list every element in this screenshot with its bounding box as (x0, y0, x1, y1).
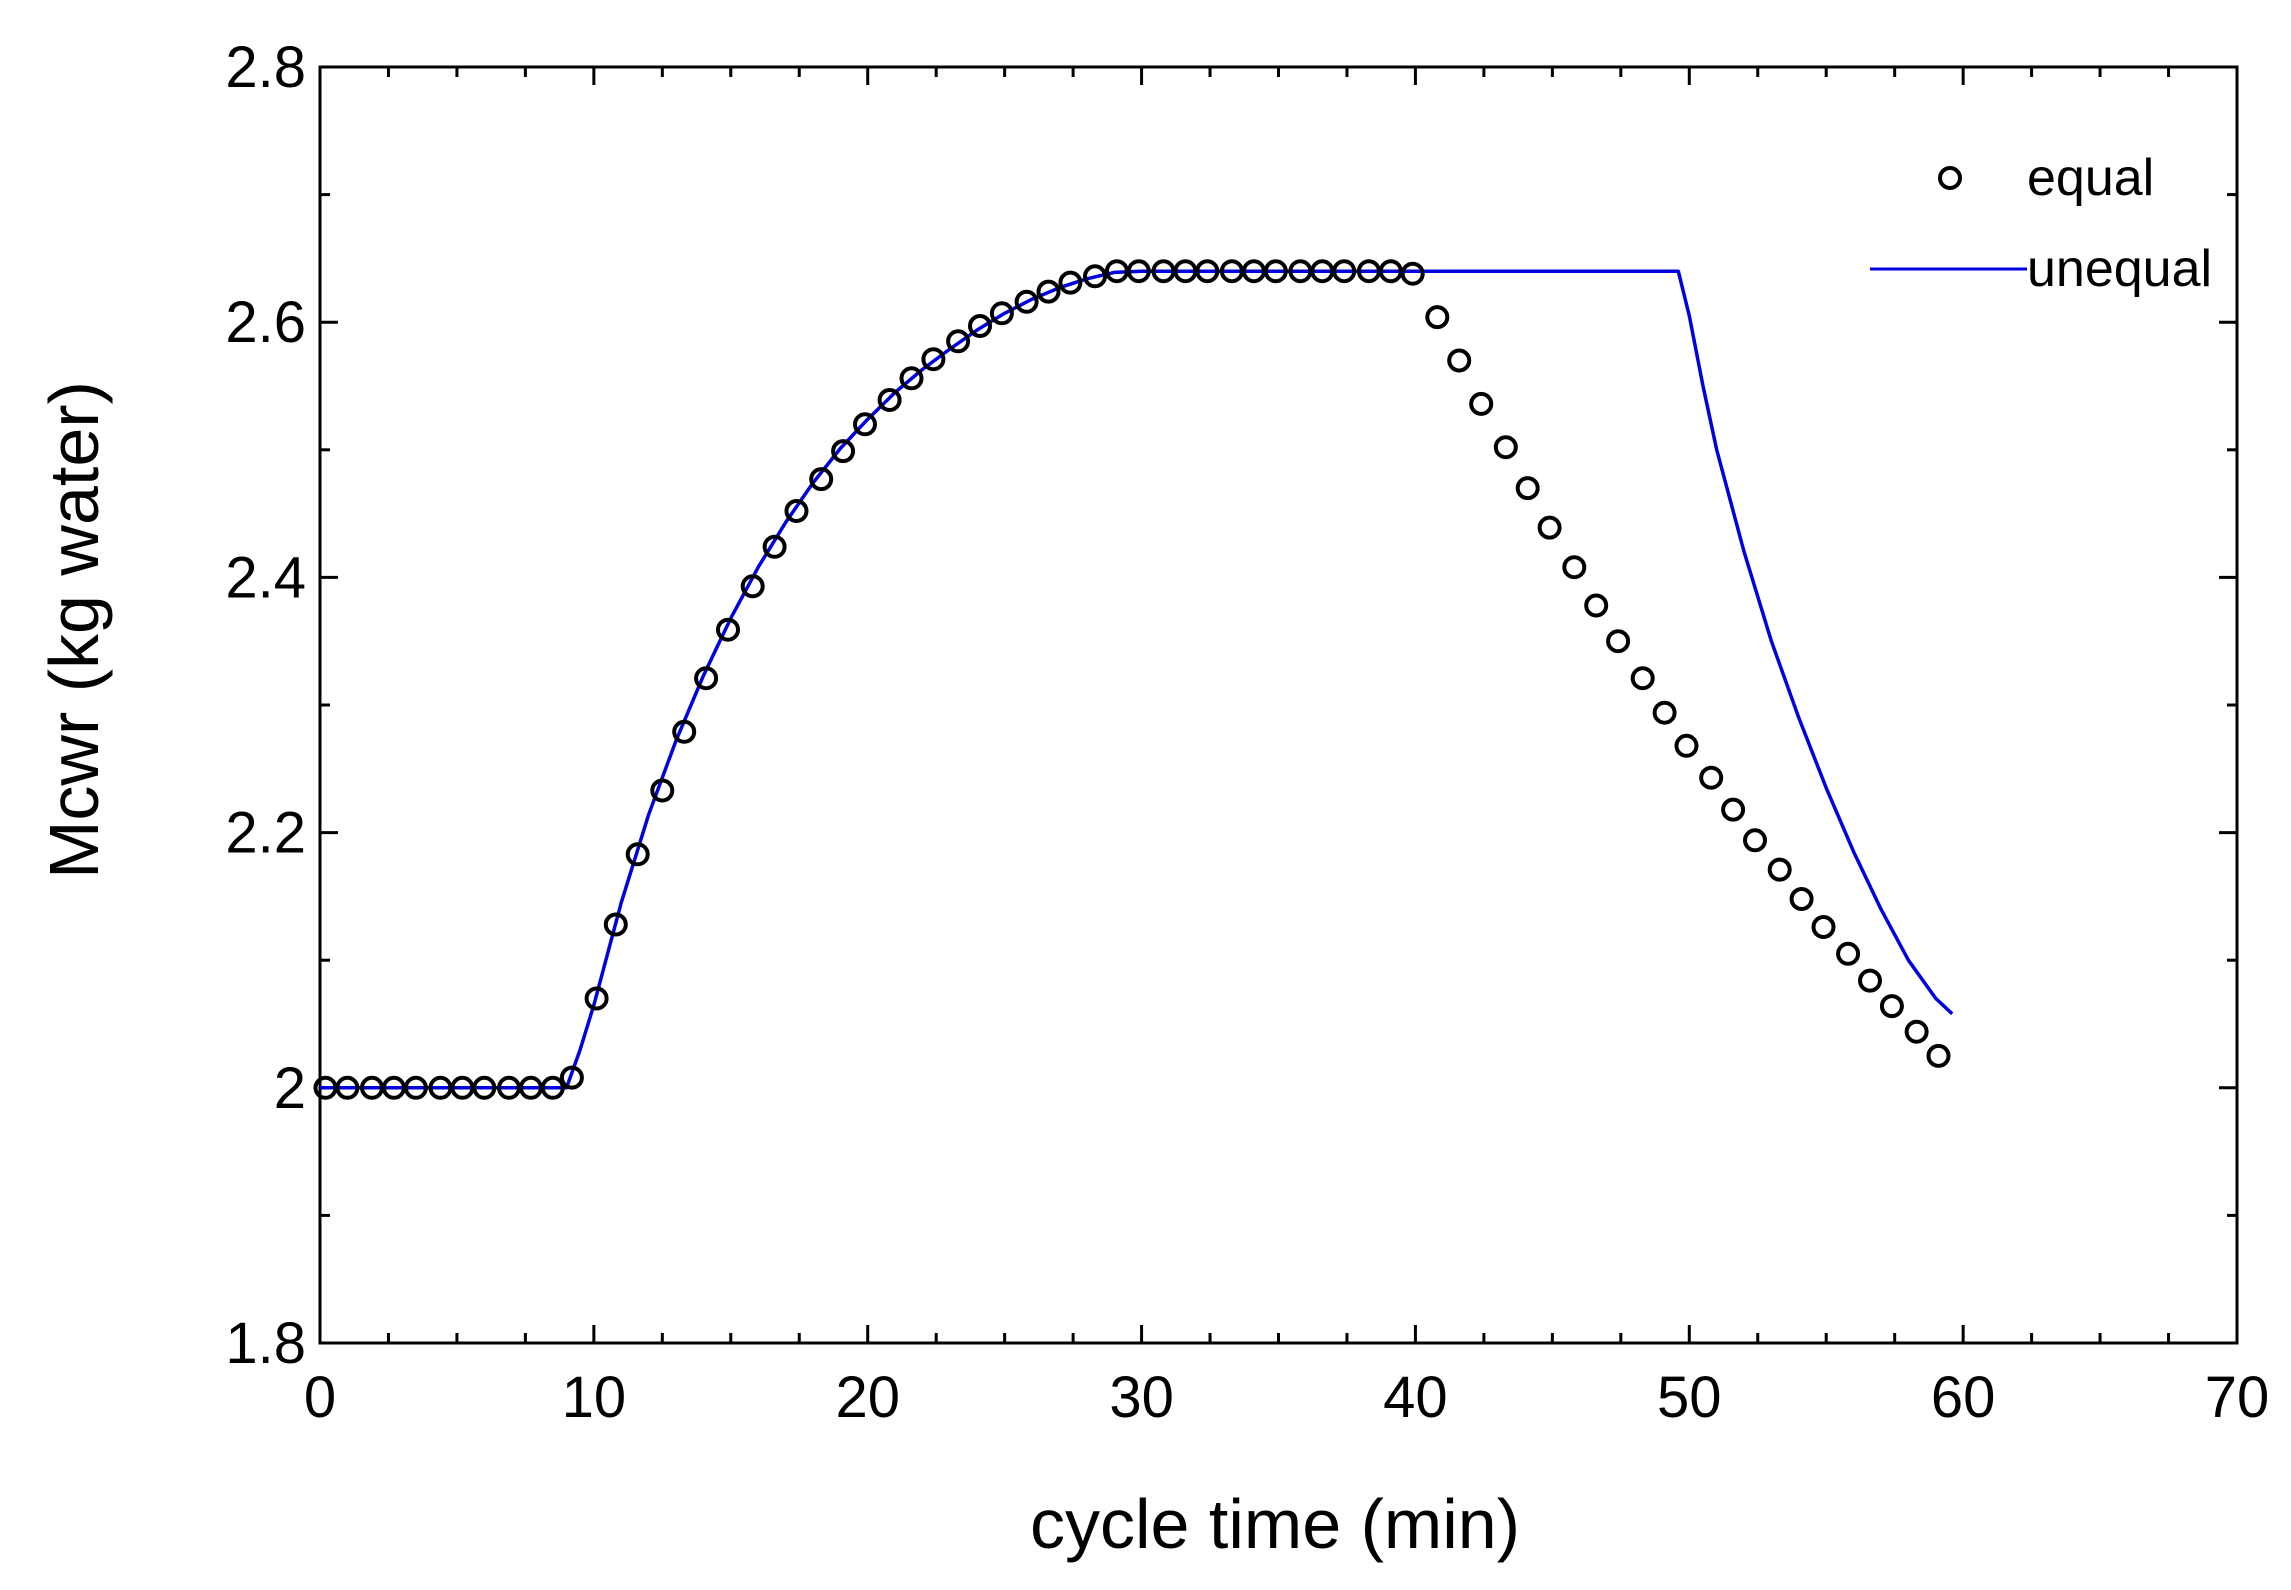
plot-area (318, 65, 2239, 1345)
data-point-equal (1036, 279, 1061, 304)
x-tick-label: 60 (1931, 1365, 1996, 1430)
y-tick-label: 2.6 (225, 290, 306, 355)
legend-label-equal: equal (2027, 149, 2154, 207)
x-tick-label: 10 (562, 1365, 627, 1430)
data-point-equal (335, 1075, 360, 1100)
y-tick-label: 1.8 (225, 1311, 306, 1376)
data-point-equal (559, 1065, 584, 1090)
data-point-equal (1767, 857, 1792, 882)
data-point-equal (603, 912, 628, 937)
y-tick-label: 2.4 (225, 545, 306, 610)
data-point-equal (1469, 391, 1494, 416)
data-point-equal (625, 842, 650, 867)
data-point-equal (672, 719, 697, 744)
data-point-equal (1083, 264, 1107, 289)
data-point-equal (1447, 348, 1472, 373)
x-tick-label: 40 (1383, 1365, 1448, 1430)
x-tick-label: 30 (1109, 1365, 1174, 1430)
legend-label-unequal: unequal (2027, 240, 2212, 298)
data-point-equal (1332, 259, 1357, 284)
data-point-equal (740, 574, 765, 599)
data-point-equal (899, 366, 924, 391)
data-point-equal (1378, 259, 1403, 284)
data-point-equal (921, 347, 946, 372)
data-point-equal (1195, 259, 1220, 284)
data-point-equal (762, 534, 787, 559)
y-axis-title: Mcwr (kg water) (35, 381, 113, 879)
data-point-equal (472, 1075, 497, 1100)
data-point-equal (1699, 765, 1724, 790)
x-tick-label: 70 (2205, 1365, 2270, 1430)
data-point-equal (989, 301, 1014, 326)
legend: equal unequal (1870, 149, 2212, 298)
data-point-equal (1562, 555, 1587, 580)
x-tick-label: 50 (1657, 1365, 1722, 1430)
x-tick-label: 20 (835, 1365, 900, 1430)
data-point-equal (1263, 259, 1288, 284)
data-point-equal (1836, 941, 1861, 966)
data-point-equal (784, 499, 809, 523)
data-point-equal (853, 412, 877, 437)
data-point-equal (1425, 305, 1450, 330)
data-point-equal (1606, 629, 1631, 654)
y-tick-label: 2 (274, 1056, 306, 1121)
series-line-unequal (320, 269, 1954, 1090)
data-point-equal (1126, 259, 1151, 284)
data-point-equal (1858, 968, 1882, 993)
data-point-equal (1811, 915, 1836, 939)
data-point-equal (1743, 828, 1767, 853)
data-point-equal (1493, 435, 1518, 460)
data-point-equal (694, 666, 719, 691)
data-point-equal (1400, 261, 1425, 286)
plot-frame (318, 65, 2239, 1345)
data-point-equal (1630, 666, 1655, 691)
data-point-equal (968, 314, 992, 338)
data-point-equal (540, 1075, 565, 1100)
data-point-equal (1789, 887, 1814, 911)
data-point-equal (1904, 1019, 1929, 1044)
data-point-equal (1058, 270, 1083, 295)
data-point-equal (1879, 994, 1904, 1019)
data-point-equal (1014, 289, 1039, 314)
x-axis: 0 10 20 30 40 50 60 70 (304, 67, 2269, 1430)
data-point-equal (403, 1075, 428, 1100)
y-tick-label: 2.8 (225, 35, 306, 100)
data-point-equal (877, 388, 902, 412)
data-point-equal (831, 439, 856, 464)
x-tick-label: 0 (304, 1365, 336, 1430)
data-point-equal (1652, 700, 1677, 725)
y-axis: 1.8 2 2.2 2.4 2.6 2.8 (225, 35, 2237, 1376)
data-point-equal (1926, 1043, 1951, 1068)
data-point-equal (584, 986, 609, 1011)
legend-marker-equal (1938, 166, 1962, 190)
data-point-equal (716, 617, 740, 642)
data-point-equal (1584, 593, 1609, 618)
y-tick-label: 2.2 (225, 801, 306, 866)
data-point-equal (1537, 515, 1562, 540)
data-point-equal (809, 467, 834, 492)
x-axis-title: cycle time (min) (1030, 1485, 1520, 1563)
data-point-equal (1515, 476, 1540, 501)
data-point-equal (946, 329, 971, 354)
series-layer (313, 259, 1954, 1100)
data-point-equal (1674, 733, 1699, 758)
data-point-equal (1721, 797, 1746, 822)
data-point-equal (650, 778, 675, 803)
